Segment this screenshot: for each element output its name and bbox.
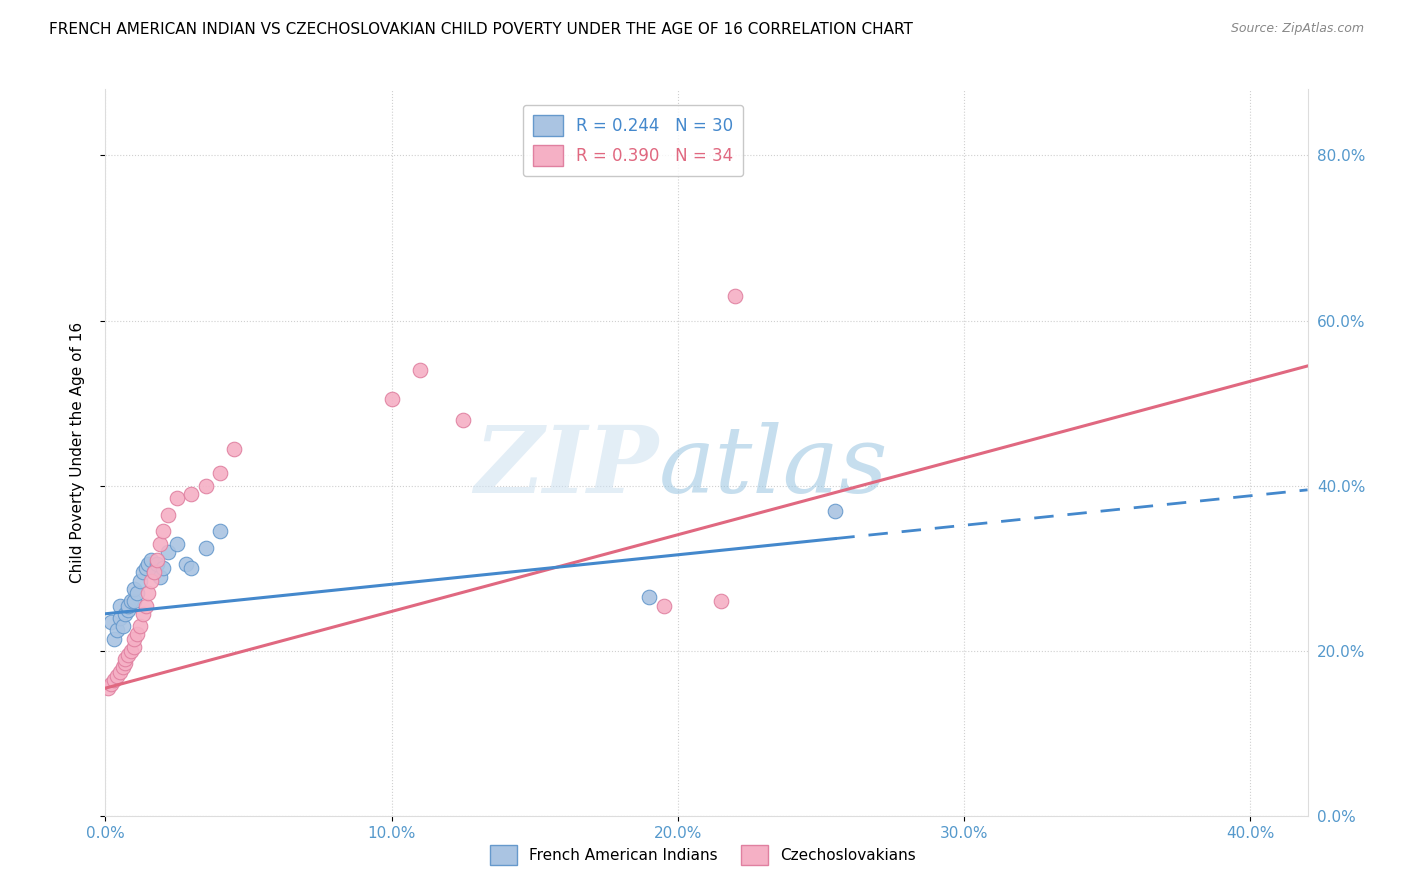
Point [174,558,197,572]
Point [143,566,166,580]
Text: atlas: atlas [658,422,889,512]
Point [128,619,150,633]
Point [208,467,231,481]
Point [135,561,157,575]
Point [120,644,142,658]
Point [103,632,125,646]
Point [141,574,163,588]
Point [824,503,846,517]
Point [157,545,180,559]
Point [114,652,136,666]
Text: Source: ZipAtlas.com: Source: ZipAtlas.com [1230,22,1364,36]
Point [180,487,202,501]
Point [122,582,145,596]
Point [157,508,180,522]
Point [194,479,217,493]
Point [409,363,432,377]
Point [143,566,166,580]
Point [114,657,136,671]
Point [100,615,122,629]
Point [638,591,661,605]
Point [710,594,733,608]
Point [103,673,125,687]
Point [381,392,404,406]
Point [135,599,157,613]
Point [149,569,172,583]
Point [152,524,174,538]
Point [166,536,188,550]
Point [128,574,150,588]
Text: FRENCH AMERICAN INDIAN VS CZECHOSLOVAKIAN CHILD POVERTY UNDER THE AGE OF 16 CORR: FRENCH AMERICAN INDIAN VS CZECHOSLOVAKIA… [49,22,912,37]
Point [122,594,145,608]
Point [97,681,120,695]
Legend: R = 0.244   N = 30, R = 0.390   N = 34: R = 0.244 N = 30, R = 0.390 N = 34 [523,104,742,176]
Point [451,412,474,426]
Point [166,491,188,505]
Point [125,627,148,641]
Point [146,558,169,572]
Point [120,594,142,608]
Point [117,599,139,613]
Point [180,561,202,575]
Point [131,607,153,621]
Point [149,536,172,550]
Point [114,607,136,621]
Y-axis label: Child Poverty Under the Age of 16: Child Poverty Under the Age of 16 [70,322,84,583]
Point [111,660,134,674]
Point [108,599,131,613]
Point [138,586,160,600]
Point [194,541,217,555]
Point [122,640,145,654]
Point [105,624,128,638]
Point [105,669,128,683]
Point [224,442,246,456]
Point [111,619,134,633]
Point [100,677,122,691]
Point [131,566,153,580]
Point [146,553,169,567]
Point [117,602,139,616]
Legend: French American Indians, Czechoslovakians: French American Indians, Czechoslovakian… [484,839,922,871]
Text: ZIP: ZIP [474,422,658,512]
Point [125,586,148,600]
Point [138,558,160,572]
Point [117,648,139,662]
Point [152,561,174,575]
Point [652,599,675,613]
Point [141,553,163,567]
Point [108,665,131,679]
Point [724,289,747,303]
Point [122,632,145,646]
Point [208,524,231,538]
Point [108,611,131,625]
